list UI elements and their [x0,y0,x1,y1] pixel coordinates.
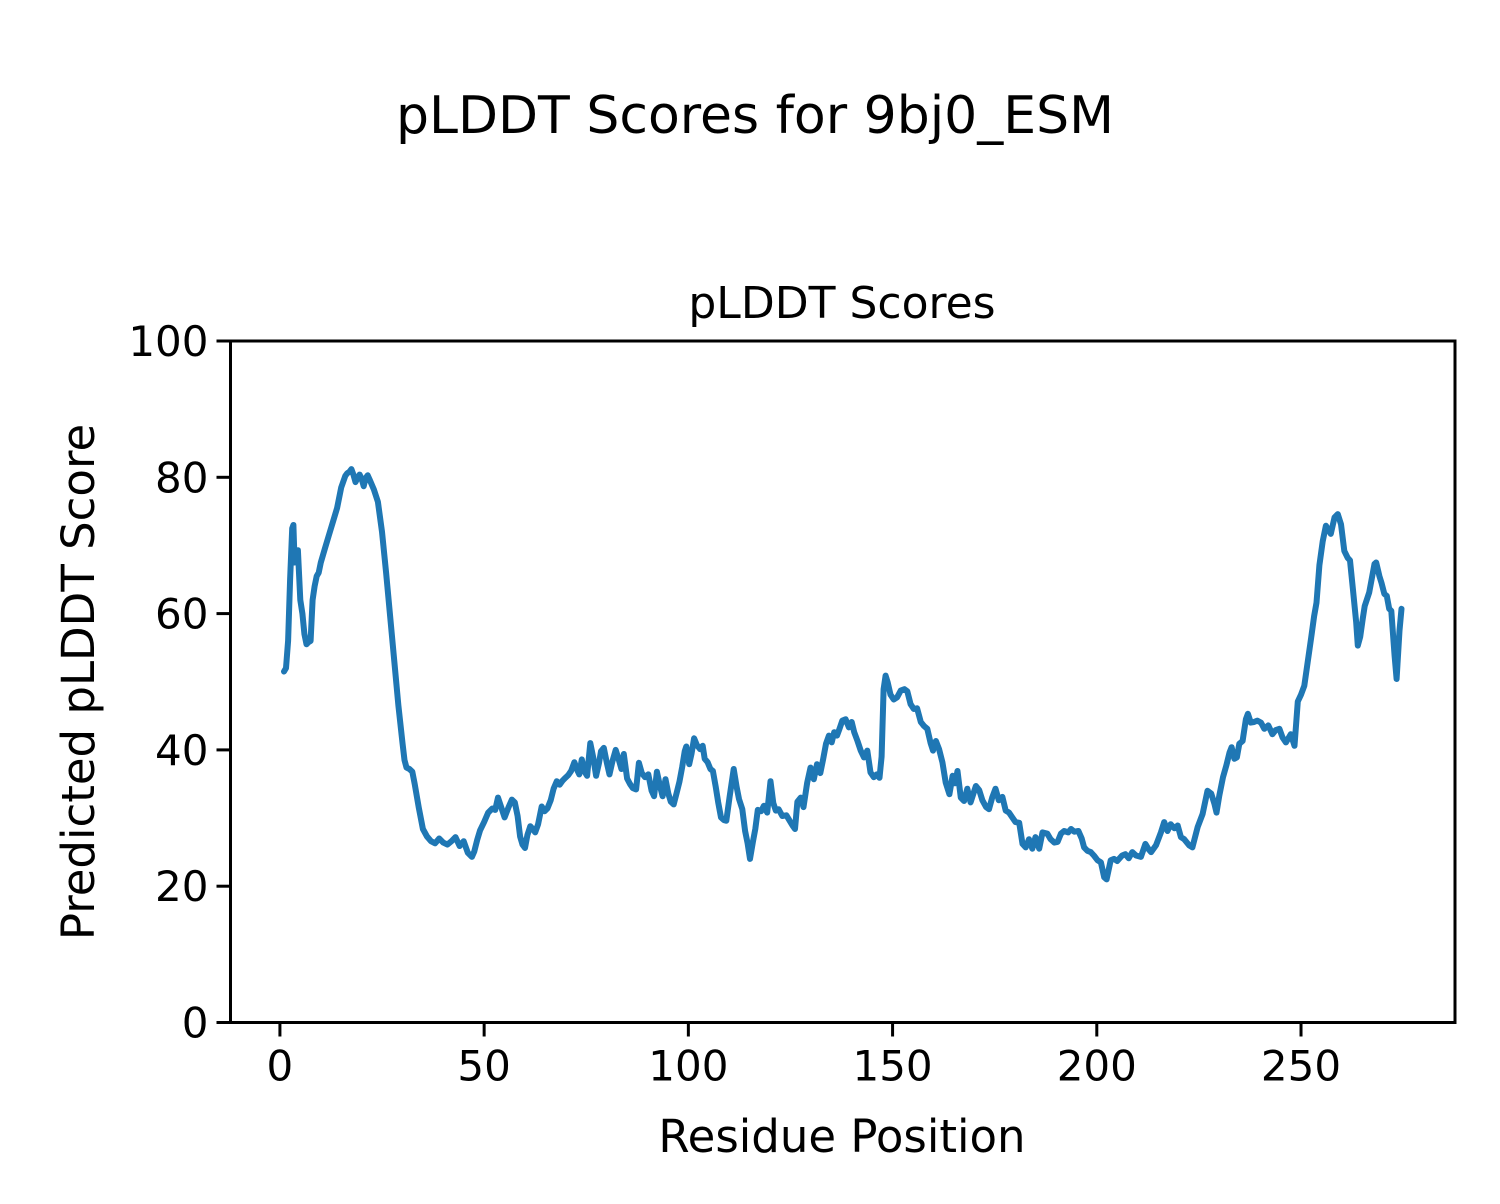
y-tick-label: 0 [182,999,209,1048]
plot-frame [229,339,1457,1024]
x-tick-label: 200 [1057,1042,1137,1091]
x-axis-label: Residue Position [658,1110,1025,1163]
y-tick-label: 40 [155,726,208,775]
y-axis-tick-labels: 0 20 40 60 80 100 [128,317,208,1048]
x-tick-label: 0 [267,1042,294,1091]
x-tick-label: 250 [1261,1042,1341,1091]
axes-title: pLDDT Scores [688,278,995,329]
x-axis-ticks [278,1022,1303,1037]
x-tick-label: 50 [457,1042,510,1091]
plddt-line [281,466,1405,883]
y-tick-label: 20 [155,862,208,911]
x-tick-label: 100 [648,1042,728,1091]
x-axis-tick-labels: 0 50 100 150 200 250 [267,1042,1342,1091]
y-tick-label: 100 [128,317,208,366]
y-tick-label: 60 [155,590,208,639]
y-axis-label: Predicted pLDDT Score [52,424,105,940]
y-axis-ticks [216,339,231,1024]
figure-title: pLDDT Scores for 9bj0_ESM [396,86,1114,146]
y-tick-label: 80 [155,453,208,502]
x-tick-label: 150 [852,1042,932,1091]
